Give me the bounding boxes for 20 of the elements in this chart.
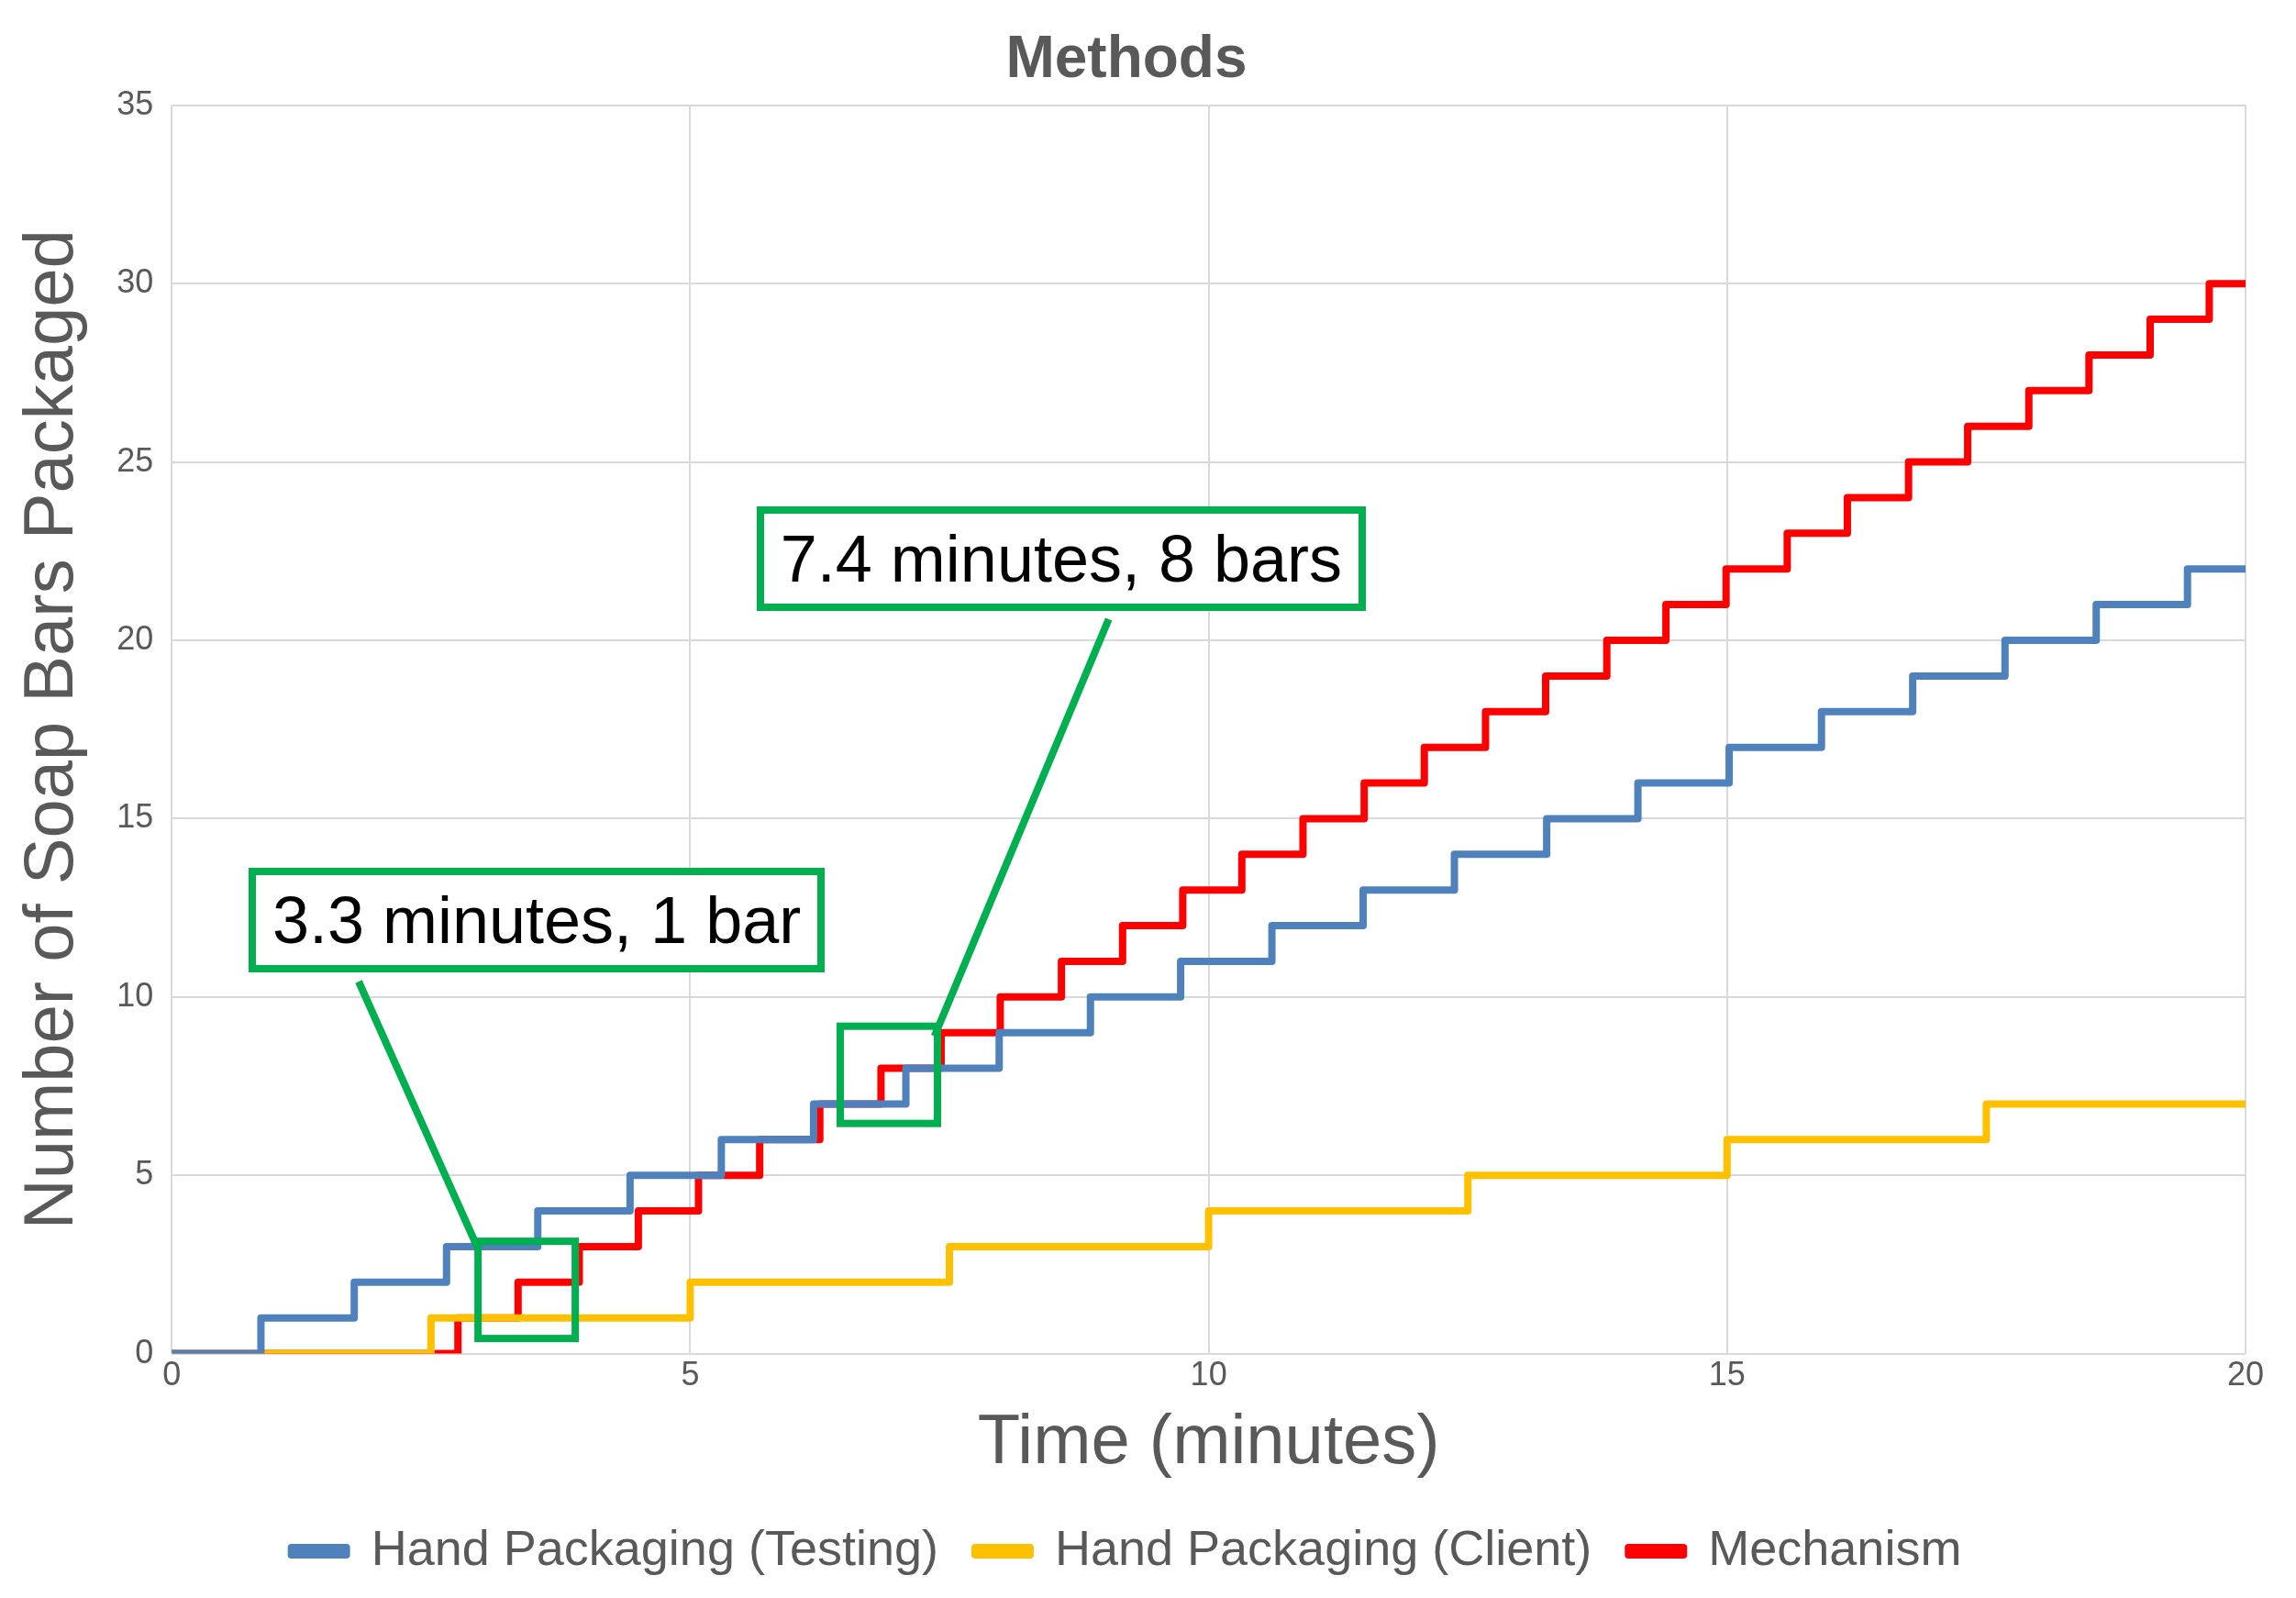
y-tick-label: 15 xyxy=(116,797,154,836)
y-tick-label: 20 xyxy=(116,618,154,657)
legend-label: Hand Packaging (Testing) xyxy=(371,1519,938,1575)
y-tick-label: 5 xyxy=(135,1154,154,1193)
chart-title: Methods xyxy=(1005,24,1248,91)
legend-label: Hand Packaging (Client) xyxy=(1054,1519,1592,1575)
x-tick-label: 20 xyxy=(2226,1355,2265,1393)
annotation: 3.3 minutes, 1 bar xyxy=(248,868,826,973)
x-tick-label: 15 xyxy=(1708,1355,1746,1393)
y-tick-label: 10 xyxy=(116,975,154,1014)
legend-label: Mechanism xyxy=(1708,1519,1962,1575)
x-tick-label: 10 xyxy=(1190,1355,1227,1393)
x-tick-label: 5 xyxy=(681,1355,700,1393)
y-axis-title: Number of Soap Bars Packaged xyxy=(8,229,87,1230)
y-tick-label: 30 xyxy=(116,262,154,301)
x-tick-label: 0 xyxy=(162,1355,182,1393)
annotation: 7.4 minutes, 8 bars xyxy=(756,505,1367,611)
x-axis-title: Time (minutes) xyxy=(977,1400,1440,1479)
y-tick-label: 35 xyxy=(116,83,154,122)
y-tick-label: 25 xyxy=(116,440,154,479)
